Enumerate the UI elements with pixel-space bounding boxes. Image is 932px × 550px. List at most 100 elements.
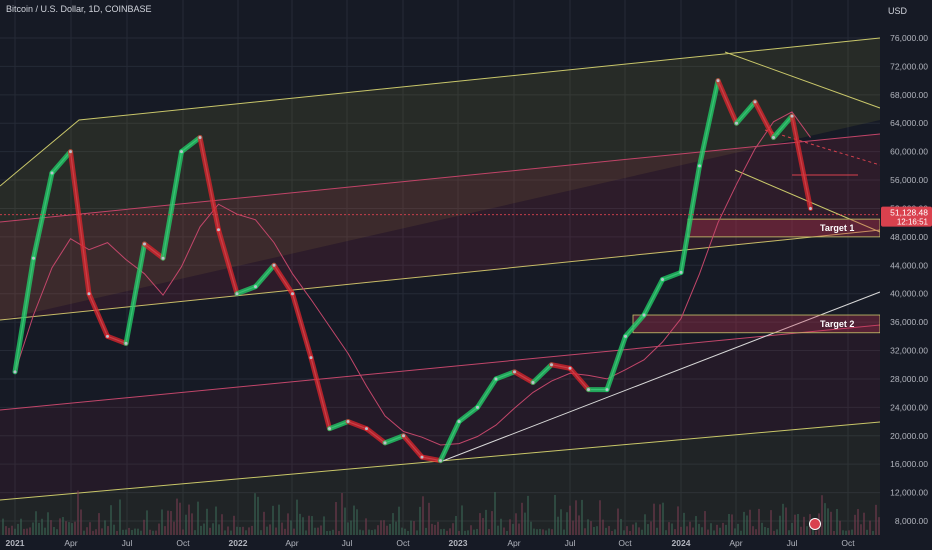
volume-bar: [212, 523, 214, 535]
trend-ribbon-segment: [567, 365, 591, 393]
volume-bar: [428, 502, 430, 535]
volume-bar: [164, 526, 166, 535]
volume-bar: [626, 526, 628, 535]
upper-channel-fill: [0, 38, 880, 320]
last-price-value: 51,128.48: [890, 208, 928, 218]
volume-bar: [593, 527, 595, 535]
volume-bar: [572, 520, 574, 535]
price-point: [217, 228, 220, 232]
x-axis: 2021 Apr Jul Oct 2022 Apr Jul Oct 2023 Apr Jul Oct 2…: [0, 535, 932, 550]
volume-bar: [257, 496, 259, 535]
volume-bar: [122, 529, 124, 535]
volume-bar: [152, 530, 154, 535]
volume-bar: [680, 526, 682, 535]
volume-bar: [32, 522, 34, 535]
volume-bar: [173, 521, 175, 535]
trend-ribbon-segment: [678, 163, 702, 275]
y-tick-label: 56,000.00: [890, 175, 928, 185]
volume-bar: [878, 517, 880, 535]
volume-bar: [509, 519, 511, 535]
target-label: Target 2: [820, 319, 854, 329]
volume-bar: [713, 530, 715, 535]
volume-bar: [146, 510, 148, 535]
volume-bar: [218, 524, 220, 535]
volume-bar: [497, 525, 499, 535]
y-tick-label: 40,000.00: [890, 289, 928, 299]
volume-bar: [812, 526, 814, 535]
y-tick-label: 76,000.00: [890, 33, 928, 43]
volume-bar: [359, 529, 361, 535]
lower-red-fill: [0, 325, 880, 500]
volume-bar: [374, 529, 376, 535]
price-point: [309, 356, 313, 360]
upper-channel-line: [0, 37, 881, 187]
y-tick-label: 16,000.00: [890, 459, 928, 469]
volume-bar: [179, 502, 181, 535]
volume-bar: [665, 530, 667, 535]
x-tick-label: 2024: [672, 538, 691, 548]
volume-bar: [695, 516, 697, 535]
volume-bar: [293, 528, 295, 535]
trend-ribbon-segment: [475, 376, 499, 410]
price-point: [735, 121, 738, 125]
us-flag-icon[interactable]: [809, 518, 821, 530]
volume-bar: [689, 521, 691, 535]
volume-bar: [137, 528, 139, 535]
volume-bar: [776, 529, 778, 535]
volume-bar: [563, 529, 565, 535]
volume-bar: [392, 513, 394, 535]
volume-bar: [845, 530, 847, 535]
volume-bar: [38, 522, 40, 535]
volume-bar: [581, 499, 583, 535]
price-point: [328, 427, 331, 431]
volume-bar: [485, 509, 487, 535]
volume-bar: [662, 502, 664, 535]
volume-bar: [53, 527, 55, 535]
volume-bar: [341, 493, 343, 535]
x-tick-label: Apr: [285, 538, 298, 548]
volume-bar: [650, 521, 652, 535]
volume-bar: [251, 525, 253, 535]
volume-bar: [788, 530, 790, 535]
volume-bar: [452, 523, 454, 535]
volume-bar: [533, 528, 535, 535]
volume-bar: [464, 530, 466, 535]
trend-ribbon-segment: [660, 269, 684, 282]
volume-bar: [647, 524, 649, 535]
trend-ribbon-segment: [549, 362, 573, 371]
volume-bar: [68, 522, 70, 535]
volume-bar: [305, 530, 307, 535]
volume-bar: [14, 528, 16, 535]
volume-bar: [746, 515, 748, 535]
x-tick-label: Apr: [64, 538, 77, 548]
volume-bar: [233, 515, 235, 535]
volume-bar: [332, 529, 334, 535]
volume-bar: [791, 522, 793, 535]
volume-bar: [734, 528, 736, 535]
trend-ribbon-segment: [604, 333, 628, 393]
trend-channels: [0, 37, 881, 540]
volume-bar: [110, 505, 112, 535]
y-tick-label: 32,000.00: [890, 346, 928, 356]
volume-bar: [206, 508, 208, 535]
volume-bar: [473, 529, 475, 535]
volume-bar: [554, 494, 556, 535]
volume-bar: [17, 523, 19, 535]
volume-bar: [308, 515, 310, 535]
price-point: [587, 388, 590, 392]
x-tick-label: Jul: [787, 538, 798, 548]
volume-bar: [77, 490, 79, 535]
volume-bar: [437, 521, 439, 535]
volume-bar: [230, 530, 232, 535]
trend-ribbon-segment: [105, 333, 129, 346]
price-point: [790, 114, 794, 118]
volume-bar: [398, 506, 400, 535]
volume-bar: [20, 518, 22, 535]
price-point: [494, 377, 498, 381]
volume-bar: [596, 526, 598, 535]
price-point: [457, 420, 461, 424]
volume-bar: [23, 528, 25, 535]
trend-ribbon-segment: [493, 369, 517, 382]
volume-bar: [296, 499, 298, 535]
